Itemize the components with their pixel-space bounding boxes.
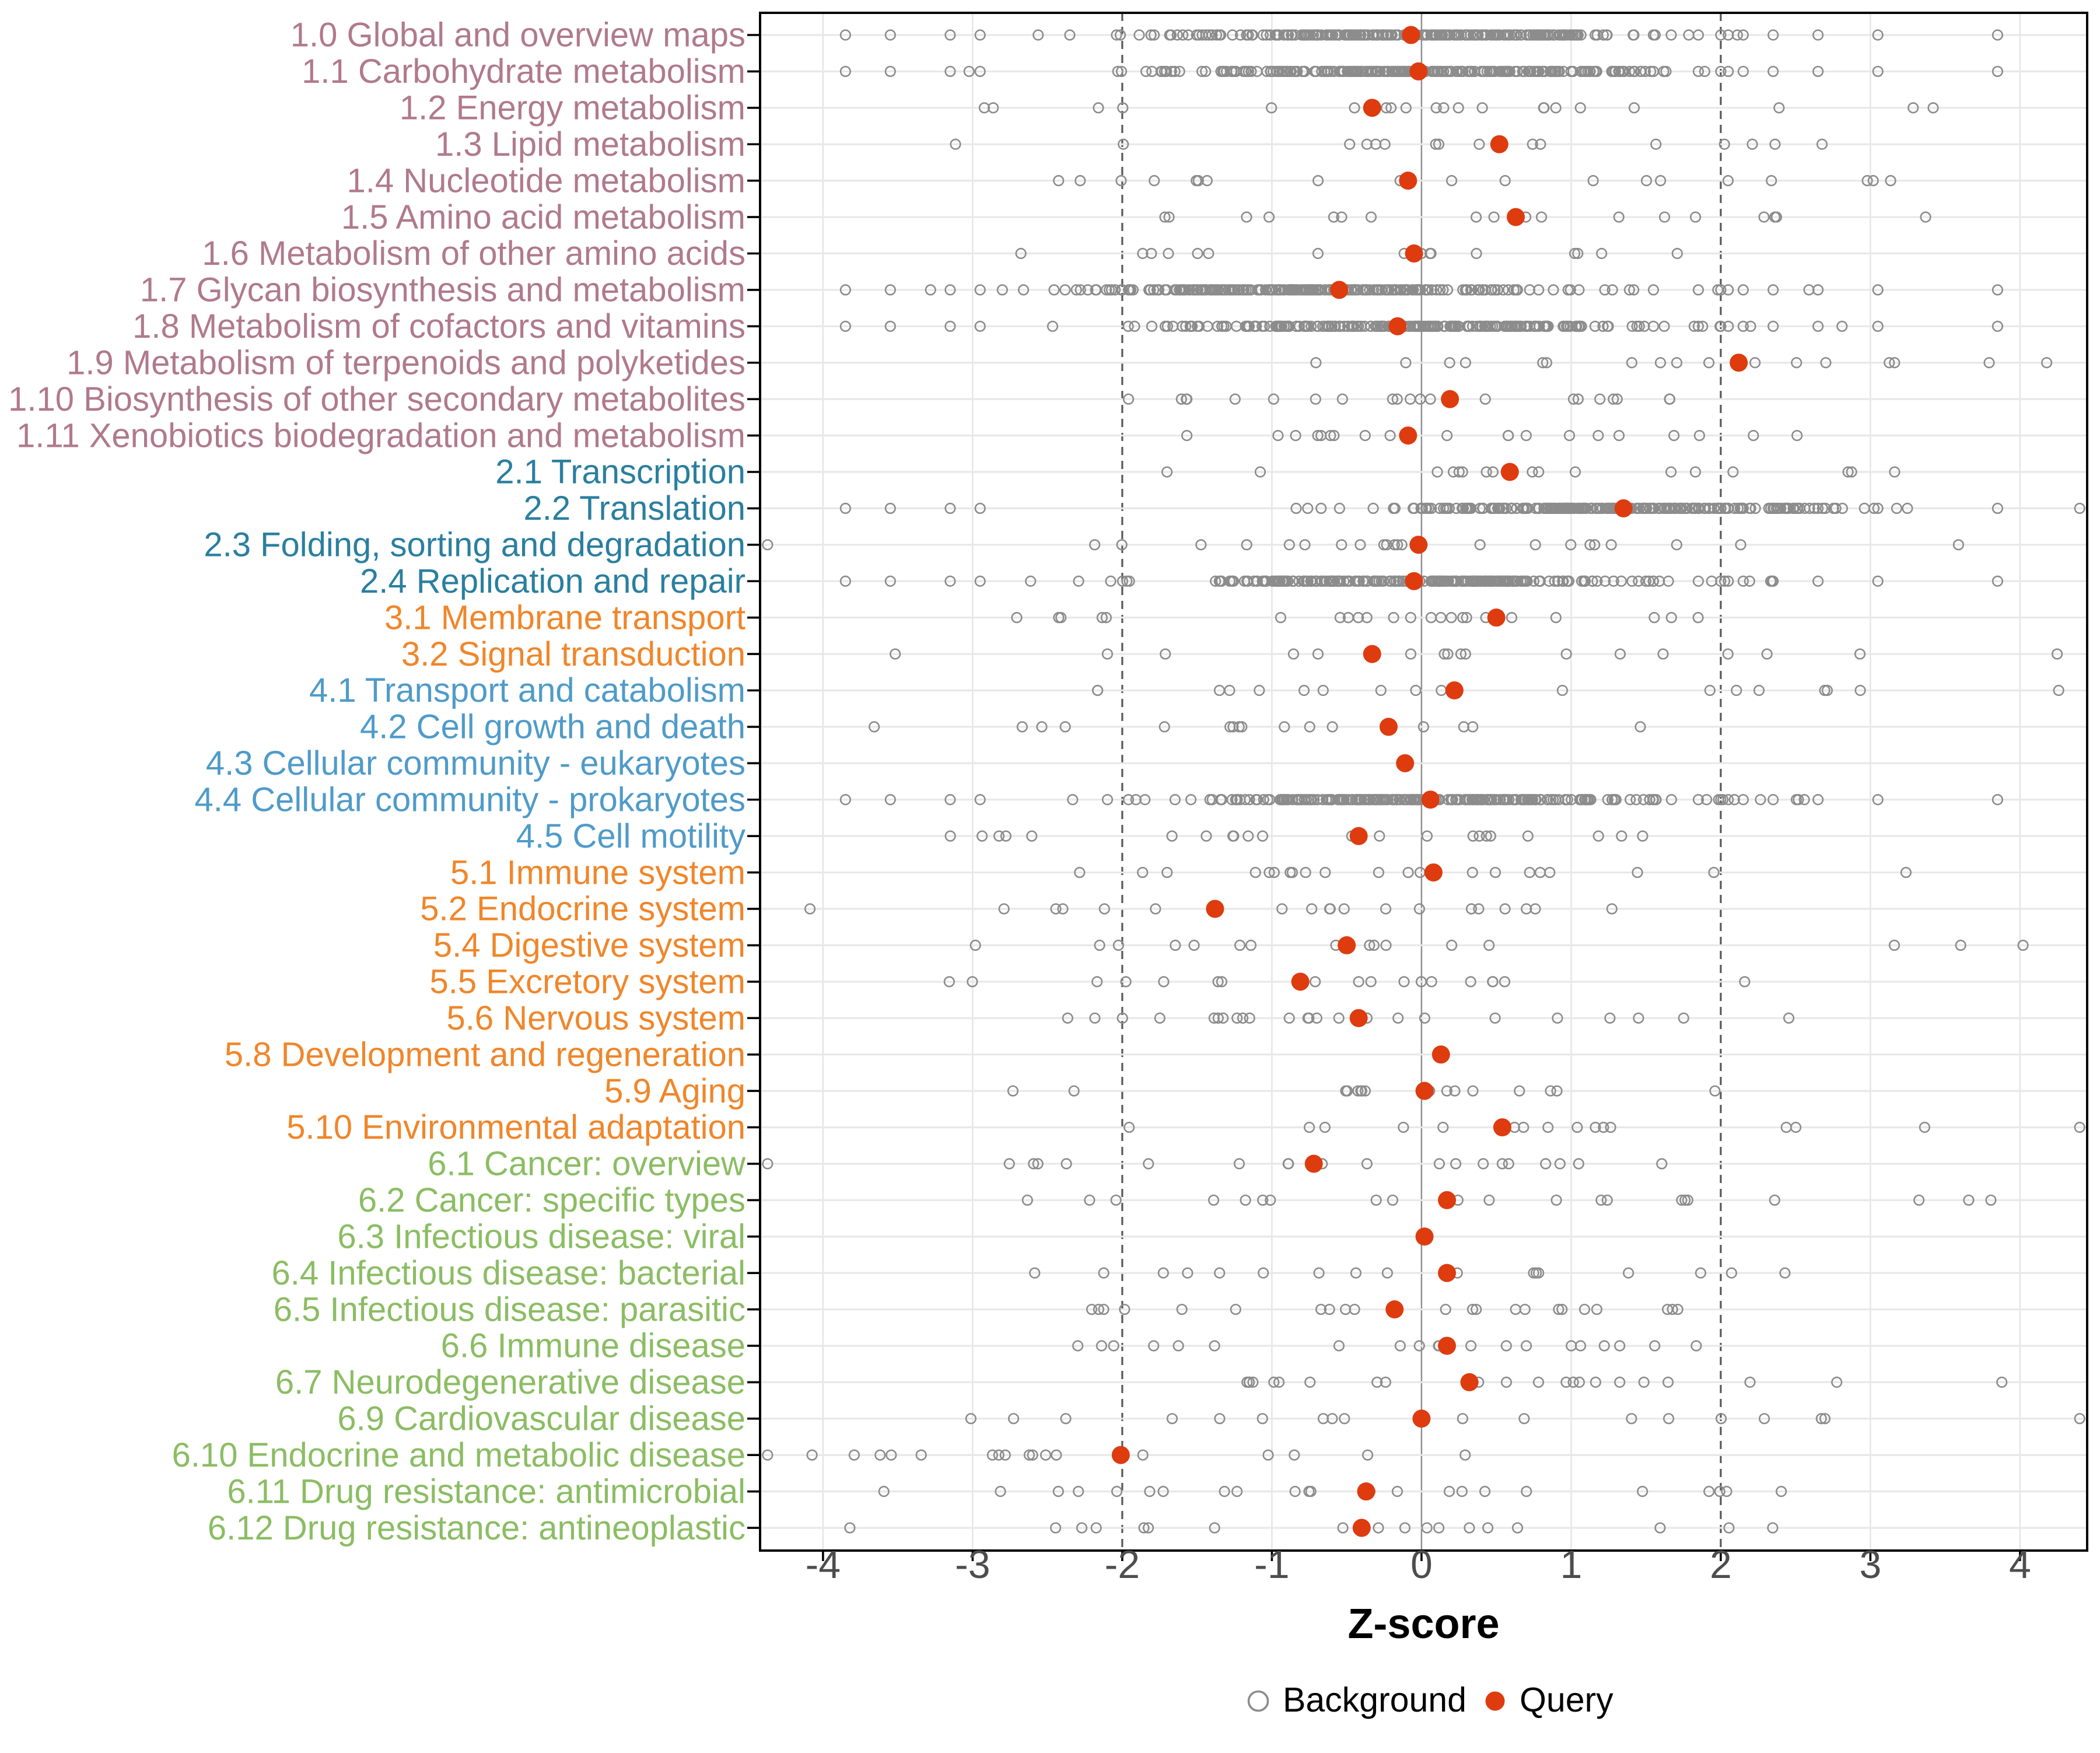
svg-text:5.2 Endocrine system: 5.2 Endocrine system (420, 890, 746, 928)
svg-text:2.1 Transcription: 2.1 Transcription (495, 453, 746, 491)
svg-text:1.4 Nucleotide metabolism: 1.4 Nucleotide metabolism (347, 162, 746, 200)
svg-text:Z-score: Z-score (1348, 1601, 1499, 1647)
svg-text:6.4 Infectious disease: bacter: 6.4 Infectious disease: bacterial (272, 1254, 746, 1292)
svg-text:Background: Background (1283, 1681, 1466, 1719)
svg-text:5.5 Excretory system: 5.5 Excretory system (430, 963, 746, 1001)
svg-text:4.2 Cell growth and death: 4.2 Cell growth and death (360, 708, 746, 746)
svg-text:2.2 Translation: 2.2 Translation (524, 489, 746, 527)
svg-text:6.1 Cancer: overview: 6.1 Cancer: overview (428, 1145, 746, 1183)
svg-text:6.9 Cardiovascular disease: 6.9 Cardiovascular disease (337, 1400, 746, 1438)
svg-text:1.3 Lipid metabolism: 1.3 Lipid metabolism (435, 125, 746, 163)
svg-text:6.5 Infectious disease: parasi: 6.5 Infectious disease: parasitic (274, 1290, 746, 1328)
svg-text:5.1 Immune system: 5.1 Immune system (450, 853, 746, 891)
svg-text:6.10 Endocrine and metabolic d: 6.10 Endocrine and metabolic disease (172, 1436, 746, 1474)
svg-text:1.0 Global and overview maps: 1.0 Global and overview maps (290, 16, 746, 54)
svg-text:4.3 Cellular community - eukar: 4.3 Cellular community - eukaryotes (206, 744, 746, 782)
svg-text:5.8 Development and regenerati: 5.8 Development and regeneration (225, 1035, 746, 1073)
svg-text:-4: -4 (806, 1542, 841, 1587)
svg-text:1.9 Metabolism of terpenoids a: 1.9 Metabolism of terpenoids and polyket… (66, 344, 746, 382)
svg-text:1.5 Amino acid metabolism: 1.5 Amino acid metabolism (341, 198, 746, 236)
svg-text:-1: -1 (1254, 1542, 1289, 1587)
svg-text:6.11 Drug resistance: antimicr: 6.11 Drug resistance: antimicrobial (227, 1472, 746, 1510)
svg-text:6.7 Neurodegenerative disease: 6.7 Neurodegenerative disease (275, 1363, 746, 1401)
svg-text:1.6 Metabolism of other amino: 1.6 Metabolism of other amino acids (202, 235, 746, 272)
svg-text:Query: Query (1520, 1681, 1614, 1719)
svg-text:1.11 Xenobiotics biodegradatio: 1.11 Xenobiotics biodegradation and meta… (16, 417, 746, 454)
svg-text:3: 3 (1859, 1542, 1881, 1587)
svg-text:2.4 Replication and repair: 2.4 Replication and repair (360, 562, 746, 600)
svg-text:4.4 Cellular community - proka: 4.4 Cellular community - prokaryotes (195, 781, 746, 818)
svg-text:6.6 Immune disease: 6.6 Immune disease (441, 1327, 746, 1365)
svg-text:5.6 Nervous system: 5.6 Nervous system (446, 999, 746, 1037)
svg-text:5.4 Digestive system: 5.4 Digestive system (433, 926, 746, 964)
svg-text:4: 4 (2009, 1542, 2031, 1587)
svg-text:1.8 Metabolism of cofactors an: 1.8 Metabolism of cofactors and vitamins (132, 307, 746, 345)
svg-text:6.12 Drug resistance: antineop: 6.12 Drug resistance: antineoplastic (208, 1509, 746, 1547)
svg-text:0: 0 (1410, 1542, 1433, 1587)
svg-text:6.3 Infectious disease: viral: 6.3 Infectious disease: viral (337, 1217, 746, 1255)
svg-text:1.2 Energy metabolism: 1.2 Energy metabolism (400, 89, 746, 127)
svg-text:-2: -2 (1105, 1542, 1140, 1587)
svg-text:4.5 Cell motility: 4.5 Cell motility (516, 817, 746, 855)
svg-text:3.2 Signal transduction: 3.2 Signal transduction (401, 635, 746, 673)
svg-text:5.9 Aging: 5.9 Aging (604, 1072, 746, 1110)
svg-text:3.1 Membrane transport: 3.1 Membrane transport (384, 599, 746, 636)
svg-text:1.1 Carbohydrate metabolism: 1.1 Carbohydrate metabolism (302, 53, 746, 90)
svg-text:1.10 Biosynthesis of other sec: 1.10 Biosynthesis of other secondary met… (8, 380, 746, 418)
svg-text:1: 1 (1560, 1542, 1582, 1587)
svg-text:1.7 Glycan biosynthesis and me: 1.7 Glycan biosynthesis and metabolism (140, 271, 746, 309)
svg-text:6.2 Cancer: specific types: 6.2 Cancer: specific types (358, 1181, 746, 1219)
svg-text:2.3 Folding, sorting and degra: 2.3 Folding, sorting and degradation (204, 526, 746, 564)
svg-text:5.10 Environmental adaptation: 5.10 Environmental adaptation (286, 1108, 746, 1146)
svg-text:4.1 Transport and catabolism: 4.1 Transport and catabolism (309, 671, 746, 709)
svg-text:-3: -3 (955, 1542, 990, 1587)
svg-text:2: 2 (1710, 1542, 1732, 1587)
